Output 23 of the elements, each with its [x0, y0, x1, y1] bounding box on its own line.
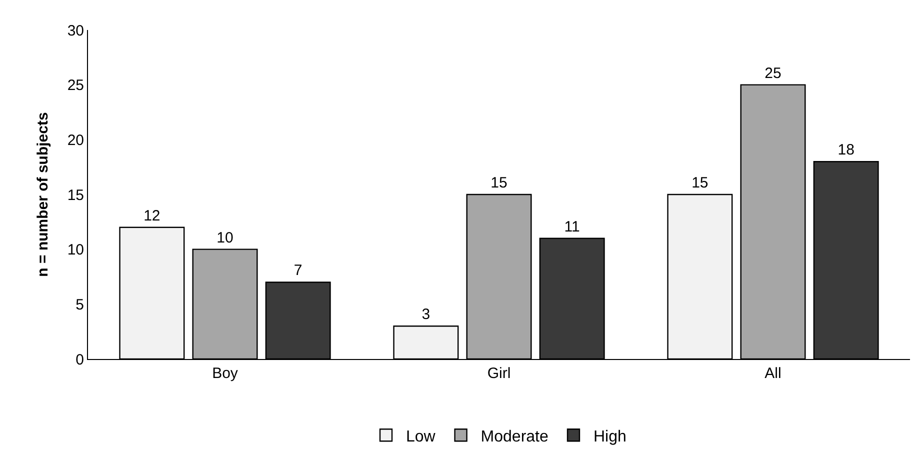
data-label: 3 — [422, 306, 430, 324]
data-label: 11 — [564, 218, 580, 236]
y-tick-label: 5 — [76, 296, 84, 314]
y-tick-label: 30 — [67, 22, 84, 40]
y-tick-label: 15 — [67, 186, 84, 204]
legend-label: High — [593, 428, 626, 446]
legend-label: Low — [406, 428, 436, 446]
data-label: 25 — [764, 64, 782, 82]
data-label: 15 — [692, 174, 708, 192]
y-tick-label: 20 — [67, 132, 84, 149]
x-tick-label: All — [764, 365, 782, 382]
legend-label: Moderate — [480, 428, 548, 446]
x-tick-label: Girl — [487, 365, 511, 382]
x-tick-label: Boy — [212, 365, 238, 382]
y-tick-label: 0 — [76, 351, 84, 368]
data-label: 18 — [838, 142, 854, 159]
data-label: 12 — [144, 207, 160, 224]
data-label: 15 — [490, 174, 508, 192]
y-tick-label: 25 — [67, 77, 84, 94]
data-label: 10 — [216, 229, 234, 246]
y-axis-title: n = number of subjects — [34, 112, 52, 277]
data-label: 7 — [294, 262, 302, 280]
y-tick-label: 10 — [67, 242, 84, 259]
